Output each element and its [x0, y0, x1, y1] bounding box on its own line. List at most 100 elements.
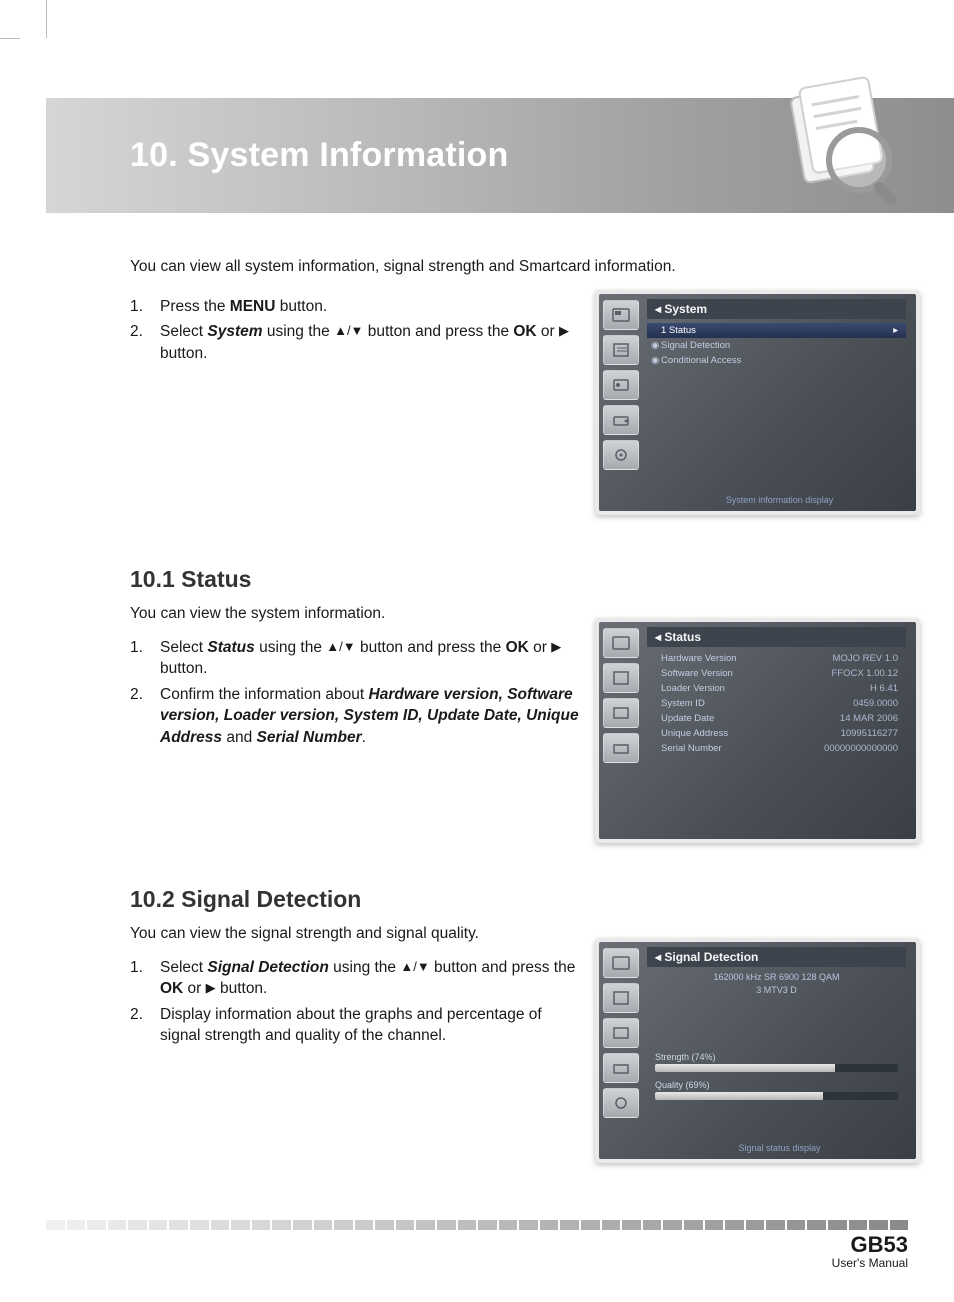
row-value: 14 MAR 2006 [840, 713, 898, 724]
updown-arrows: ▲/▼ [334, 323, 363, 338]
quality-label: Quality (69%) [647, 1080, 906, 1090]
text: or [537, 323, 559, 340]
mock-row-selected: 1 Status ▸ [647, 323, 906, 338]
text: using the [263, 323, 335, 340]
status-section: 10.1 Status You can view the system info… [130, 566, 890, 856]
bullet-icon: ◉ [651, 340, 659, 351]
row-label: Software Version [661, 668, 733, 679]
text: Press the [160, 298, 230, 315]
mock-footer: System information display [643, 495, 916, 505]
quality-bar [655, 1092, 898, 1100]
mock-title: System [647, 299, 906, 319]
top-steps-list: Press the MENU button. Select System usi… [130, 296, 580, 364]
page-footer: GB53 User's Manual [46, 1220, 908, 1270]
signal-steps-list: Select Signal Detection using the ▲/▼ bu… [130, 957, 580, 1047]
status-steps-list: Select Status using the ▲/▼ button and p… [130, 637, 580, 748]
bullet-icon: ◉ [651, 355, 659, 366]
tile-icon [603, 335, 639, 365]
mock-row: Serial Number00000000000000 [647, 741, 906, 756]
status-heading: 10.1 Status [130, 566, 890, 593]
mock-channel-info: 162000 kHz SR 6900 128 QAM 3 MTV3 D [647, 971, 906, 996]
text: button. [160, 345, 207, 362]
tile-icon [603, 370, 639, 400]
top-step-2: Select System using the ▲/▼ button and p… [130, 321, 580, 364]
tile-icon [603, 628, 639, 658]
text: or [183, 980, 205, 997]
footer-bar [46, 1220, 908, 1230]
top-step-1: Press the MENU button. [130, 296, 580, 317]
mock-sidebar [599, 294, 643, 511]
tile-icon [603, 405, 639, 435]
status-step-1: Select Status using the ▲/▼ button and p… [130, 637, 580, 680]
page-number: GB53 [851, 1232, 908, 1257]
strength-bar [655, 1064, 898, 1072]
signal-heading: 10.2 Signal Detection [130, 886, 890, 913]
ok-bold: OK [506, 639, 529, 656]
manual-label: User's Manual [46, 1256, 908, 1270]
mock-row: Hardware VersionMOJO REV 1.0 [647, 651, 906, 666]
chevron-right-icon: ▸ [893, 325, 898, 336]
strength-fill [655, 1064, 835, 1072]
mock-row-label: 1 Status [661, 325, 696, 336]
channel-line1: 162000 kHz SR 6900 128 QAM [713, 972, 839, 982]
text: Select [160, 959, 207, 976]
tile-icon [603, 1053, 639, 1083]
tile-icon [603, 1018, 639, 1048]
tile-icon [603, 663, 639, 693]
menu-bold: MENU [230, 298, 276, 315]
status-step-2: Confirm the information about Hardware v… [130, 684, 580, 748]
text: button and press the [363, 323, 513, 340]
status-screenshot: Status Hardware VersionMOJO REV 1.0 Soft… [595, 618, 920, 843]
signal-bi: Signal Detection [207, 959, 328, 976]
mock-row: Software Version FFOCX 1.00.12 [647, 666, 906, 681]
signal-step-1: Select Signal Detection using the ▲/▼ bu… [130, 957, 580, 1000]
row-value: 0459.0000 [853, 698, 898, 709]
text: Confirm the information about [160, 686, 369, 703]
serial-bi: Serial Number [257, 729, 362, 746]
tile-icon [603, 983, 639, 1013]
text: using the [255, 639, 327, 656]
magnifier-document-icon [771, 72, 916, 217]
text: button and press the [430, 959, 576, 976]
ok-bold: OK [513, 323, 536, 340]
mock-title: Signal Detection [647, 947, 906, 967]
text: button. [216, 980, 268, 997]
crop-mark-vertical [46, 0, 47, 38]
tile-icon [603, 300, 639, 330]
tile-icon [603, 1088, 639, 1118]
tile-icon [603, 440, 639, 470]
status-bi: Status [207, 639, 254, 656]
mock-row: Unique Address10995116277 [647, 726, 906, 741]
top-section: Press the MENU button. Select System usi… [130, 296, 890, 536]
text: or [529, 639, 551, 656]
updown-arrows: ▲/▼ [400, 959, 429, 974]
mock-footer: Signal status display [643, 1143, 916, 1153]
mock-row: System ID0459.0000 [647, 696, 906, 711]
row-value: MOJO REV 1.0 [833, 653, 898, 664]
text: button and press the [356, 639, 506, 656]
tile-icon [603, 698, 639, 728]
intro-text: You can view all system information, sig… [130, 258, 890, 276]
row-label: Serial Number [661, 743, 722, 754]
page-title: 10. System Information [130, 136, 509, 175]
system-menu-screenshot: System 1 Status ▸ ◉Signal Detection ◉Cond… [595, 290, 920, 515]
right-arrow: ▶ [206, 980, 216, 995]
mock-row: ◉Signal Detection [647, 338, 906, 353]
row-value: H 6.41 [870, 683, 898, 694]
text: Select [160, 639, 207, 656]
right-arrow: ▶ [551, 639, 561, 654]
text: Select [160, 323, 207, 340]
row-label: Loader Version [661, 683, 725, 694]
signal-step-2: Display information about the graphs and… [130, 1004, 580, 1047]
text: button. [275, 298, 327, 315]
mock-row-label: Signal Detection [661, 340, 730, 351]
right-arrow: ▶ [559, 323, 569, 338]
mock-sidebar [599, 622, 643, 839]
crop-mark-horizontal [0, 38, 20, 39]
text: and [222, 729, 256, 746]
strength-label: Strength (74%) [647, 1052, 906, 1062]
mock-sidebar [599, 942, 643, 1159]
mock-row: ◉Conditional Access [647, 353, 906, 368]
ok-bold: OK [160, 980, 183, 997]
row-value: FFOCX 1.00.12 [831, 668, 898, 679]
